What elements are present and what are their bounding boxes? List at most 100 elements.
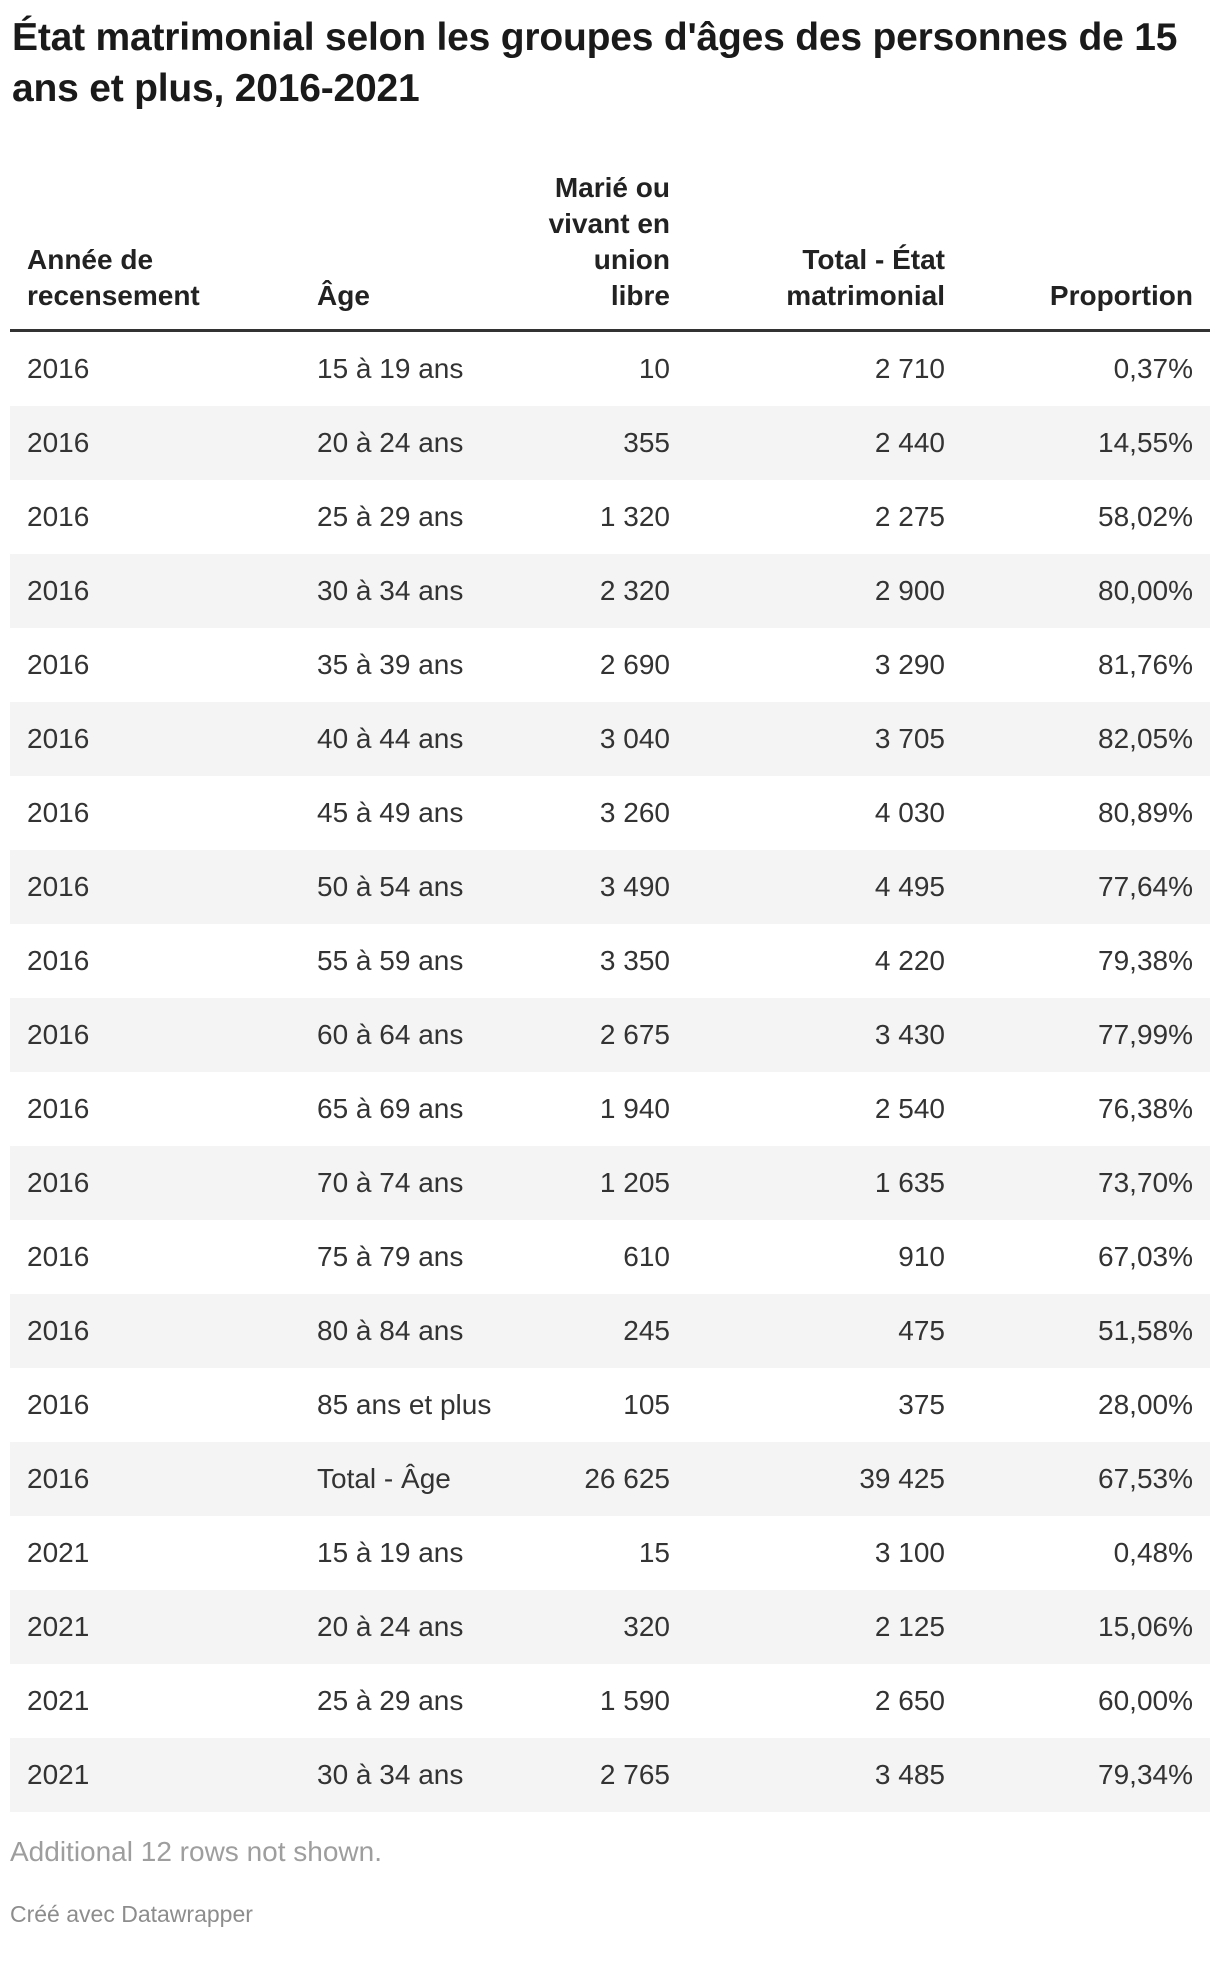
cell-married-common-law: 2 675 [599, 1019, 670, 1050]
cell-proportion: 28,00% [1098, 1389, 1193, 1420]
table-row: 2016 70 à 74 ans 1 205 1 635 73,70% [10, 1146, 1210, 1220]
cell-age: 20 à 24 ans [317, 1611, 464, 1642]
cell-total-marital-status: 2 125 [874, 1611, 945, 1642]
cell-total-marital-status: 4 030 [874, 797, 945, 828]
cell-married-common-law: 3 040 [599, 723, 670, 754]
table-body: 2016 15 à 19 ans 10 2 710 0,37% 2016 20 à 24 a… [10, 331, 1210, 1812]
cell-total-marital-status: 2 710 [874, 353, 945, 384]
cell-total-marital-status: 4 220 [874, 945, 945, 976]
cell-age: 45 à 49 ans [317, 797, 464, 828]
cell-married-common-law: 1 940 [599, 1093, 670, 1124]
cell-proportion: 79,34% [1098, 1759, 1193, 1790]
cell-age: 40 à 44 ans [317, 723, 464, 754]
cell-census-year: 2021 [27, 1611, 90, 1642]
cell-age: 80 à 84 ans [317, 1315, 464, 1346]
cell-total-marital-status: 3 430 [874, 1019, 945, 1050]
cell-census-year: 2016 [27, 1315, 90, 1346]
data-table: Année de recensement Âge Marié ou vivant… [10, 114, 1210, 1812]
table-row: 2016 75 à 79 ans 610 910 67,03% [10, 1220, 1210, 1294]
cell-age: 55 à 59 ans [317, 945, 464, 976]
cell-married-common-law: 2 320 [599, 575, 670, 606]
cell-age: 35 à 39 ans [317, 649, 464, 680]
cell-total-marital-status: 3 705 [874, 723, 945, 754]
cell-age: Total - Âge [317, 1463, 451, 1494]
cell-census-year: 2016 [27, 501, 90, 532]
cell-proportion: 51,58% [1098, 1315, 1193, 1346]
cell-total-marital-status: 2 900 [874, 575, 945, 606]
column-header-total-marital-status: Total - État matrimonial [687, 114, 962, 332]
table-row: 2016 50 à 54 ans 3 490 4 495 77,64% [10, 850, 1210, 924]
table-row: 2016 55 à 59 ans 3 350 4 220 79,38% [10, 924, 1210, 998]
cell-age: 60 à 64 ans [317, 1019, 464, 1050]
table-row: 2016 15 à 19 ans 10 2 710 0,37% [10, 331, 1210, 407]
cell-census-year: 2021 [27, 1685, 90, 1716]
column-header-age: Âge [300, 114, 517, 332]
cell-census-year: 2016 [27, 945, 90, 976]
cell-married-common-law: 105 [623, 1389, 670, 1420]
cell-married-common-law: 355 [623, 427, 670, 458]
cell-total-marital-status: 2 440 [874, 427, 945, 458]
cell-age: 15 à 19 ans [317, 1537, 464, 1568]
cell-proportion: 67,03% [1098, 1241, 1193, 1272]
table-row: 2021 25 à 29 ans 1 590 2 650 60,00% [10, 1664, 1210, 1738]
cell-proportion: 77,64% [1098, 871, 1193, 902]
cell-married-common-law: 3 260 [599, 797, 670, 828]
cell-census-year: 2016 [27, 1019, 90, 1050]
cell-proportion: 79,38% [1098, 945, 1193, 976]
column-header-married-common-law: Marié ou vivant en union libre [517, 114, 687, 332]
cell-total-marital-status: 375 [898, 1389, 945, 1420]
cell-proportion: 76,38% [1098, 1093, 1193, 1124]
cell-married-common-law: 26 625 [584, 1463, 670, 1494]
cell-census-year: 2016 [27, 649, 90, 680]
cell-census-year: 2016 [27, 1389, 90, 1420]
cell-census-year: 2016 [27, 1463, 90, 1494]
table-row: 2016 85 ans et plus 105 375 28,00% [10, 1368, 1210, 1442]
cell-total-marital-status: 1 635 [874, 1167, 945, 1198]
cell-total-marital-status: 2 650 [874, 1685, 945, 1716]
cell-proportion: 77,99% [1098, 1019, 1193, 1050]
cell-married-common-law: 1 205 [599, 1167, 670, 1198]
cell-total-marital-status: 2 275 [874, 501, 945, 532]
cell-census-year: 2016 [27, 723, 90, 754]
cell-married-common-law: 15 [638, 1537, 670, 1568]
cell-proportion: 0,48% [1113, 1537, 1193, 1568]
column-header-proportion: Proportion [962, 114, 1210, 332]
cell-proportion: 60,00% [1098, 1685, 1193, 1716]
table-row: 2021 15 à 19 ans 15 3 100 0,48% [10, 1516, 1210, 1590]
cell-proportion: 82,05% [1098, 723, 1193, 754]
cell-total-marital-status: 3 100 [874, 1537, 945, 1568]
cell-married-common-law: 1 320 [599, 501, 670, 532]
cell-census-year: 2016 [27, 1167, 90, 1198]
datawrapper-attribution-link[interactable]: Créé avec Datawrapper [10, 1901, 253, 1927]
page-title: État matrimonial selon les groupes d'âge… [12, 16, 1178, 110]
table-row: 2021 20 à 24 ans 320 2 125 15,06% [10, 1590, 1210, 1664]
cell-married-common-law: 610 [623, 1241, 670, 1272]
cell-age: 30 à 34 ans [317, 1759, 464, 1790]
cell-age: 85 ans et plus [317, 1389, 492, 1420]
cell-married-common-law: 1 590 [599, 1685, 670, 1716]
cell-total-marital-status: 475 [898, 1315, 945, 1346]
cell-married-common-law: 320 [623, 1611, 670, 1642]
table-row: 2016 20 à 24 ans 355 2 440 14,55% [10, 406, 1210, 480]
cell-census-year: 2016 [27, 575, 90, 606]
cell-married-common-law: 10 [638, 353, 670, 384]
table-header: Année de recensement Âge Marié ou vivant… [10, 114, 1210, 332]
cell-census-year: 2016 [27, 797, 90, 828]
cell-age: 25 à 29 ans [317, 1685, 464, 1716]
cell-census-year: 2016 [27, 427, 90, 458]
cell-proportion: 80,89% [1098, 797, 1193, 828]
datawrapper-table-page: État matrimonial selon les groupes d'âge… [0, 12, 1220, 1928]
cell-census-year: 2016 [27, 1241, 90, 1272]
table-row: 2016 45 à 49 ans 3 260 4 030 80,89% [10, 776, 1210, 850]
cell-age: 50 à 54 ans [317, 871, 464, 902]
table-row: 2016 40 à 44 ans 3 040 3 705 82,05% [10, 702, 1210, 776]
table-row: 2016 35 à 39 ans 2 690 3 290 81,76% [10, 628, 1210, 702]
cell-age: 65 à 69 ans [317, 1093, 464, 1124]
cell-proportion: 80,00% [1098, 575, 1193, 606]
cell-age: 75 à 79 ans [317, 1241, 464, 1272]
cell-proportion: 14,55% [1098, 427, 1193, 458]
cell-census-year: 2016 [27, 353, 90, 384]
table-row: 2016 Total - Âge 26 625 39 425 67,53% [10, 1442, 1210, 1516]
cell-census-year: 2021 [27, 1759, 90, 1790]
cell-census-year: 2016 [27, 1093, 90, 1124]
